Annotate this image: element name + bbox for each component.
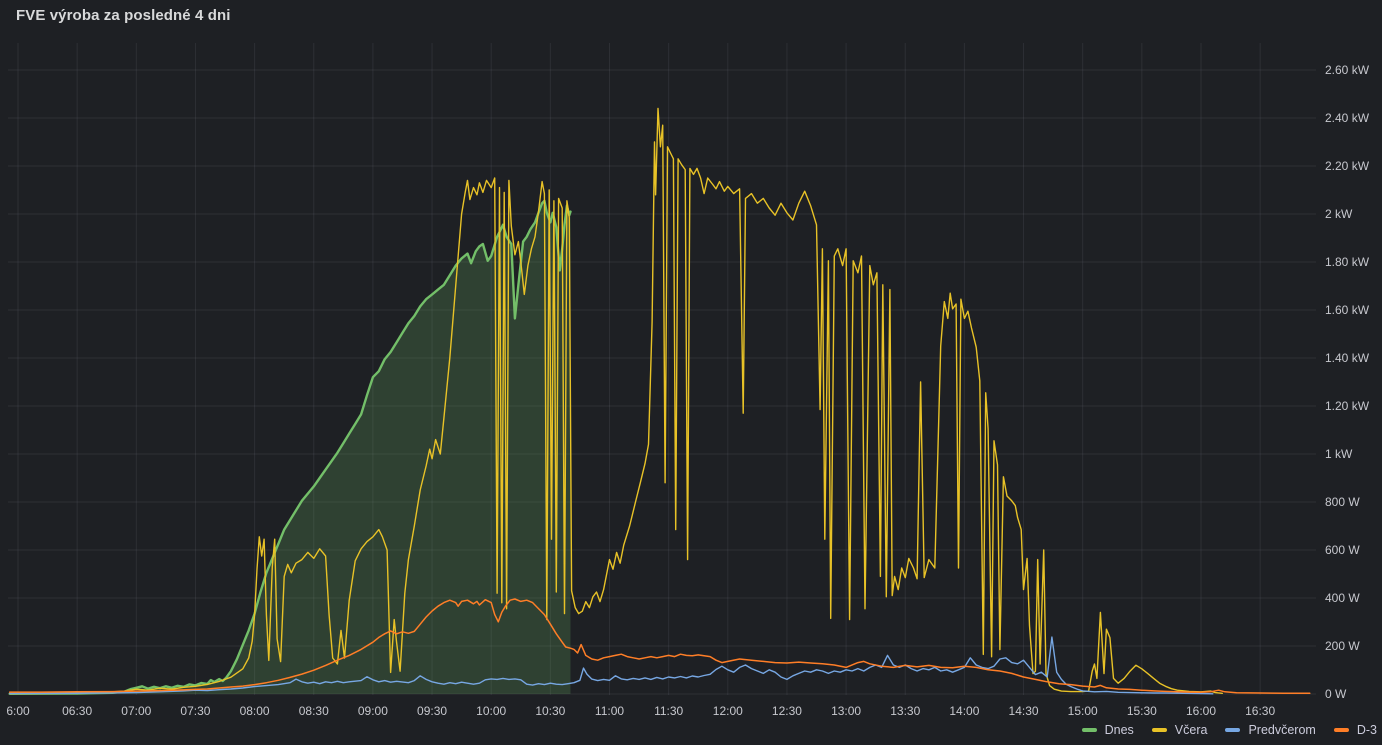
y-tick-label: 2.60 kW: [1325, 63, 1370, 77]
series-line-dnes: [8, 199, 572, 695]
x-tick-label: 6:00: [6, 704, 30, 718]
x-tick-label: 13:00: [831, 704, 862, 718]
y-tick-label: 1 kW: [1325, 447, 1353, 461]
legend-item-d-3[interactable]: D-3: [1333, 723, 1377, 737]
x-tick-label: 08:00: [239, 704, 270, 718]
x-tick-label: 07:00: [121, 704, 152, 718]
x-tick-label: 10:30: [535, 704, 566, 718]
y-tick-label: 2.40 kW: [1325, 111, 1370, 125]
x-tick-label: 07:30: [180, 704, 211, 718]
x-tick-label: 09:00: [357, 704, 388, 718]
legend-swatch-icon: [1081, 728, 1097, 732]
x-tick-label: 11:00: [594, 704, 625, 718]
legend-item-predvčerom[interactable]: Predvčerom: [1225, 723, 1316, 737]
legend-label: D-3: [1356, 723, 1377, 737]
y-tick-label: 600 W: [1325, 543, 1360, 557]
y-tick-label: 2 kW: [1325, 207, 1353, 221]
y-tick-label: 400 W: [1325, 591, 1360, 605]
legend-label: Včera: [1174, 723, 1208, 737]
x-tick-label: 11:30: [654, 704, 684, 718]
legend-label: Predvčerom: [1248, 723, 1316, 737]
y-tick-label: 1.20 kW: [1325, 399, 1370, 413]
panel-title[interactable]: FVE výroba za posledné 4 dni: [16, 7, 231, 24]
y-tick-label: 1.60 kW: [1325, 303, 1370, 317]
x-tick-label: 16:30: [1245, 704, 1276, 718]
x-tick-label: 12:00: [712, 704, 743, 718]
y-tick-label: 1.80 kW: [1325, 255, 1370, 269]
x-tick-label: 16:00: [1185, 704, 1217, 718]
y-tick-label: 800 W: [1325, 495, 1360, 509]
x-tick-label: 06:30: [62, 704, 93, 718]
legend-swatch-icon: [1333, 728, 1349, 732]
x-tick-label: 12:30: [771, 704, 802, 718]
grid: [8, 43, 1316, 695]
x-tick-label: 08:30: [298, 704, 329, 718]
series-area-dnes: [9, 200, 571, 695]
legend: Dnes Včera Predvčerom D-3: [1081, 723, 1377, 737]
y-tick-label: 0 W: [1325, 687, 1347, 701]
x-tick-label: 14:00: [949, 704, 980, 718]
y-tick-label: 1.40 kW: [1325, 351, 1370, 365]
series-line-predvčerom: [9, 636, 1214, 695]
legend-swatch-icon: [1225, 728, 1241, 732]
y-tick-label: 2.20 kW: [1325, 159, 1370, 173]
series-line-d-3: [8, 598, 1311, 695]
legend-label: Dnes: [1104, 723, 1134, 737]
legend-swatch-icon: [1151, 728, 1167, 732]
legend-item-dnes[interactable]: Dnes: [1081, 723, 1134, 737]
series-layer: [8, 107, 1311, 695]
x-tick-label: 10:00: [476, 704, 507, 718]
series-line-včera: [9, 107, 1223, 695]
x-tick-label: 13:30: [890, 704, 921, 718]
x-tick-label: 09:30: [417, 704, 448, 718]
legend-item-včera[interactable]: Včera: [1151, 723, 1208, 737]
y-tick-label: 200 W: [1325, 639, 1360, 653]
x-tick-label: 15:30: [1126, 704, 1157, 718]
x-tick-label: 15:00: [1067, 704, 1098, 718]
x-tick-label: 14:30: [1008, 704, 1039, 718]
